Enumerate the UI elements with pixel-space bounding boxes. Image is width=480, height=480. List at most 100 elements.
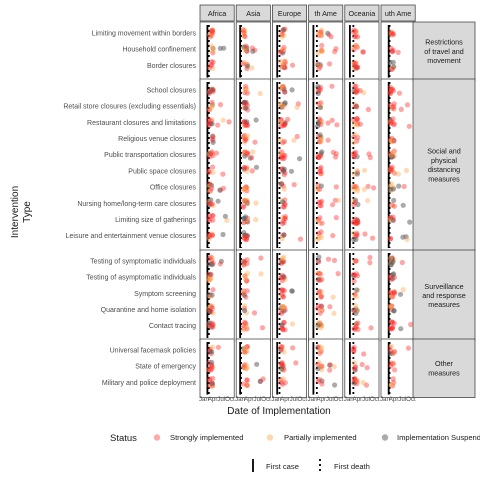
data-point [353, 220, 359, 226]
data-point [240, 204, 246, 210]
data-point [388, 86, 394, 93]
data-point [333, 215, 339, 221]
x-tick-label: Jul [398, 396, 406, 403]
data-point [351, 122, 358, 128]
data-point [210, 45, 216, 52]
facet-panels [199, 21, 416, 398]
data-point [388, 30, 394, 36]
data-point [390, 30, 396, 37]
data-point [404, 102, 411, 108]
data-point [244, 382, 250, 388]
data-point [319, 293, 325, 299]
data-point [279, 344, 286, 350]
region-strips: Africa Asia Europe th Ame Oceania uth Ame [199, 4, 416, 22]
data-point [282, 215, 288, 221]
data-point [361, 167, 368, 173]
data-point [243, 361, 249, 368]
data-point [389, 164, 395, 170]
data-point [285, 116, 291, 122]
data-point [297, 236, 304, 242]
data-point [317, 215, 323, 221]
data-point [215, 344, 221, 350]
data-point [280, 155, 286, 161]
data-point [208, 367, 214, 373]
data-point [207, 309, 213, 315]
data-point [207, 88, 213, 94]
data-point [249, 154, 255, 161]
data-point [391, 203, 397, 209]
data-point [354, 287, 360, 293]
data-point [244, 200, 250, 206]
data-point [389, 294, 395, 300]
data-point [355, 326, 361, 333]
data-point [293, 360, 299, 366]
data-point [241, 262, 247, 268]
data-point [257, 378, 263, 384]
data-point [281, 349, 287, 355]
data-point [209, 121, 215, 127]
data-point [353, 132, 359, 138]
data-point [207, 181, 213, 187]
intervention-label-public-space-closures: Public space closures [128, 168, 196, 175]
data-point [279, 308, 285, 314]
data-point [317, 199, 323, 205]
intervention-label-symptom-screening: Symptom screening [134, 291, 196, 298]
data-point [318, 294, 324, 300]
data-point [333, 184, 339, 190]
data-point [210, 324, 216, 330]
data-point [206, 377, 213, 384]
data-points [206, 26, 414, 389]
data-point [280, 62, 287, 68]
data-point [390, 361, 396, 367]
panel-other-measures-africa [199, 338, 235, 398]
x-tick-label: Jul [253, 396, 261, 403]
data-point [391, 379, 397, 386]
data-point [354, 116, 360, 122]
data-point [279, 103, 286, 109]
data-point [389, 86, 395, 92]
group-strip-label: measures [428, 174, 460, 183]
data-point [352, 272, 358, 278]
data-point [242, 134, 248, 140]
data-point [353, 321, 359, 327]
data-point [207, 34, 213, 40]
data-point [210, 139, 216, 145]
data-point [389, 105, 395, 111]
x-tick-label: Apr [316, 396, 326, 403]
data-point [317, 310, 323, 316]
data-point [210, 322, 216, 328]
data-point [389, 86, 396, 92]
data-point [387, 119, 393, 125]
data-point [318, 292, 324, 298]
data-point [243, 87, 249, 93]
data-point [387, 290, 393, 296]
data-point [335, 271, 341, 277]
data-point [279, 291, 285, 297]
data-point [319, 48, 325, 54]
data-point [224, 217, 230, 223]
x-tick-label: Oct [370, 396, 380, 403]
data-point [206, 320, 212, 326]
data-point [351, 230, 357, 236]
data-point [388, 45, 394, 51]
data-point [207, 376, 213, 382]
data-point [279, 153, 285, 159]
data-point [315, 271, 321, 277]
data-point [244, 86, 250, 92]
data-point [316, 116, 323, 122]
data-point [325, 30, 331, 36]
data-point [353, 220, 359, 226]
data-point [241, 259, 247, 266]
data-point [279, 236, 285, 242]
data-point [243, 324, 250, 330]
data-point [241, 262, 247, 268]
data-point [315, 83, 321, 90]
data-point [352, 376, 358, 382]
x-tick-label: Jul [326, 396, 334, 403]
data-point [317, 344, 323, 350]
data-point [388, 120, 394, 126]
data-point [319, 48, 325, 55]
data-point [316, 259, 322, 265]
data-point [401, 183, 407, 190]
group-strip-label: and response [422, 291, 466, 300]
